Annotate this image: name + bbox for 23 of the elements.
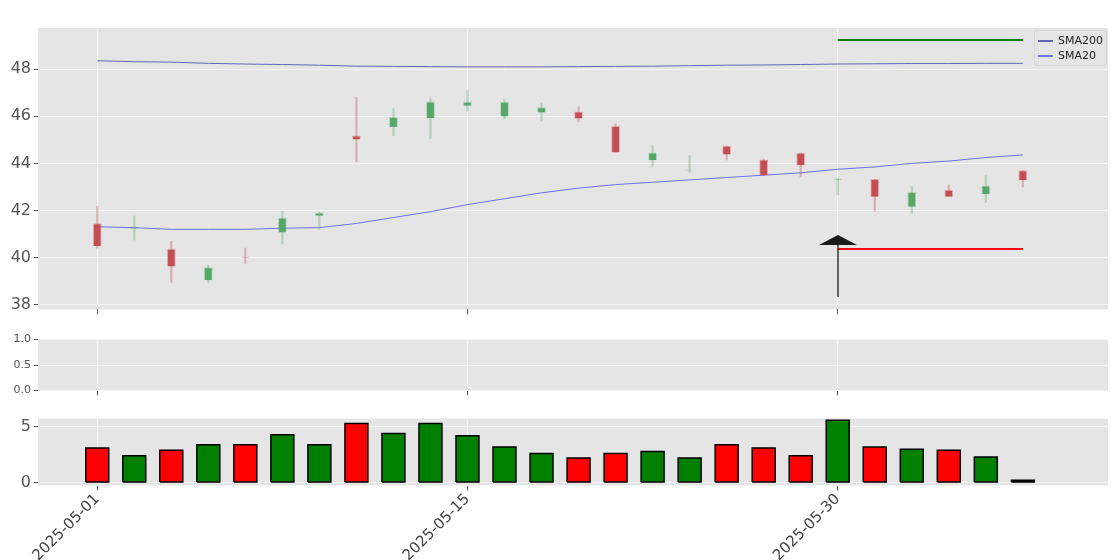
y-tick-label: 0 xyxy=(20,471,31,491)
candlestick xyxy=(388,108,398,137)
y-tick-label: 5 xyxy=(20,416,31,436)
candlestick xyxy=(166,240,176,283)
candlestick xyxy=(907,186,917,214)
candlestick xyxy=(351,97,361,162)
y-tick-label: 40 xyxy=(10,246,31,266)
y-tick-label: 42 xyxy=(10,199,31,219)
y-tick-label: 1.0 xyxy=(13,332,31,346)
y-tick-label: 0.0 xyxy=(13,383,31,397)
candlestick xyxy=(426,97,435,139)
y-tick-label: 0.5 xyxy=(13,357,31,371)
candlestick xyxy=(500,98,509,120)
legend-label: SMA20 xyxy=(1058,49,1096,62)
candlestick xyxy=(537,102,546,122)
y-tick-label: 48 xyxy=(10,58,31,78)
y-tick-label: 44 xyxy=(10,152,31,172)
candlestick xyxy=(611,123,621,153)
y-tick-label: 46 xyxy=(10,105,31,125)
candlestick xyxy=(648,144,658,168)
candlestick xyxy=(981,175,991,203)
y-tick-label: 38 xyxy=(10,293,31,313)
legend-label: SMA200 xyxy=(1058,34,1103,47)
